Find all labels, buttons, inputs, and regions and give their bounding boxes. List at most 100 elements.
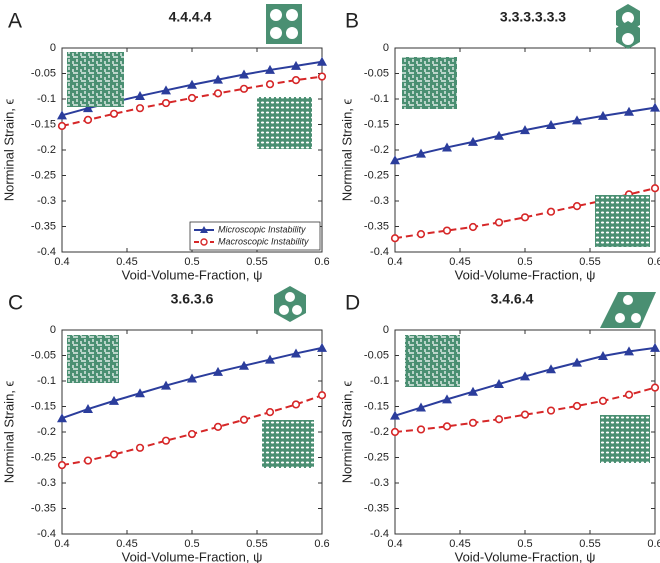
- y-tick-label: -0.4: [370, 528, 389, 540]
- panel-letter: A: [8, 10, 22, 33]
- panel-letter: D: [345, 292, 360, 315]
- chart-title: 3.4.6.4: [491, 291, 534, 307]
- x-tick-label: 0.6: [314, 256, 329, 268]
- x-tick-label: 0.45: [116, 538, 137, 550]
- figure: A 4.4.4.4 0 -0.05 -0.1 -0.15 -0.2 -0.25 -0.3 -0.3…: [0, 0, 660, 563]
- circle-marker: [574, 203, 581, 210]
- circle-marker: [600, 398, 607, 405]
- y-tick-label: 0: [50, 42, 56, 54]
- page: {"chart_data": [ {"type": "line", "panel…: [0, 0, 660, 563]
- y-tick-label: -0.15: [31, 400, 56, 412]
- circle-marker: [293, 77, 300, 84]
- y-tick-label: -0.35: [364, 220, 389, 232]
- circle-marker: [574, 403, 581, 410]
- circle-marker: [59, 462, 66, 469]
- y-tick-label: -0.05: [364, 67, 389, 79]
- y-tick-label: -0.4: [37, 246, 56, 258]
- circle-marker: [215, 90, 222, 97]
- circle-marker: [137, 445, 144, 452]
- y-tick-label: -0.3: [37, 195, 56, 207]
- circle-marker: [496, 219, 503, 226]
- y-tick-label: -0.15: [31, 118, 56, 130]
- y-axis-label: Norminal Strain, ϵ: [1, 98, 16, 201]
- circle-marker: [444, 227, 451, 234]
- circle-marker: [293, 401, 300, 408]
- y-tick-label: -0.35: [31, 502, 56, 514]
- x-tick-label: 0.55: [579, 256, 600, 268]
- y-tick-label: -0.2: [370, 426, 389, 438]
- x-axis-label: Void-Volume-Fraction, ψ: [455, 549, 596, 563]
- chart-title: 4.4.4.4: [169, 9, 212, 25]
- circle-marker: [111, 110, 118, 117]
- legend-label: Microscopic Instability: [218, 224, 306, 234]
- circle-marker: [652, 185, 659, 192]
- x-axis-label: Void-Volume-Fraction, ψ: [455, 267, 596, 282]
- y-tick-label: -0.1: [37, 93, 56, 105]
- circle-marker: [163, 100, 170, 107]
- x-tick-label: 0.4: [387, 256, 402, 268]
- x-tick-label: 0.5: [517, 256, 532, 268]
- circle-marker: [522, 214, 529, 221]
- circle-marker: [418, 426, 425, 433]
- circle-marker: [392, 429, 399, 436]
- circle-marker: [267, 409, 274, 416]
- circle-marker: [652, 384, 659, 391]
- x-tick-label: 0.5: [184, 256, 199, 268]
- y-tick-label: -0.05: [364, 349, 389, 361]
- y-tick-label: -0.2: [37, 144, 56, 156]
- circle-marker: [85, 457, 92, 464]
- x-tick-label: 0.5: [517, 538, 532, 550]
- y-tick-label: -0.35: [364, 502, 389, 514]
- circle-marker: [522, 411, 529, 418]
- circle-marker: [418, 231, 425, 238]
- circle-marker: [470, 420, 477, 427]
- y-tick-label: -0.1: [370, 375, 389, 387]
- panel-letter: C: [8, 292, 23, 315]
- y-tick-label: -0.25: [364, 451, 389, 463]
- circle-marker: [496, 416, 503, 423]
- y-tick-label: -0.1: [37, 375, 56, 387]
- y-tick-label: -0.3: [370, 195, 389, 207]
- circle-marker: [59, 123, 66, 130]
- circle-marker: [215, 424, 222, 431]
- circle-marker: [267, 81, 274, 88]
- circle-marker: [548, 407, 555, 414]
- circle-marker: [626, 391, 633, 398]
- x-tick-label: 0.45: [116, 256, 137, 268]
- circle-marker: [548, 208, 555, 215]
- circle-marker: [189, 95, 196, 102]
- circle-marker: [470, 224, 477, 231]
- x-tick-label: 0.6: [647, 256, 660, 268]
- legend-label: Macroscopic Instability: [218, 236, 309, 246]
- circle-marker: [163, 437, 170, 444]
- x-tick-label: 0.45: [449, 256, 470, 268]
- y-tick-label: 0: [383, 324, 389, 336]
- circle-marker: [319, 392, 326, 399]
- panel-letter: B: [345, 10, 359, 33]
- circle-marker: [111, 451, 118, 458]
- legend: Microscopic Instability Macroscopic Insta…: [190, 222, 320, 250]
- y-tick-label: -0.4: [370, 246, 389, 258]
- y-tick-label: -0.25: [31, 451, 56, 463]
- y-tick-label: -0.2: [37, 426, 56, 438]
- y-tick-label: -0.05: [31, 67, 56, 79]
- y-tick-label: -0.25: [364, 169, 389, 181]
- y-tick-label: -0.25: [31, 169, 56, 181]
- circle-marker: [241, 416, 248, 423]
- x-tick-label: 0.55: [579, 538, 600, 550]
- y-tick-label: -0.3: [37, 477, 56, 489]
- y-tick-label: 0: [50, 324, 56, 336]
- y-tick-label: -0.2: [370, 144, 389, 156]
- circle-marker: [392, 235, 399, 242]
- chart-title: 3.3.3.3.3.3: [500, 9, 566, 25]
- y-tick-label: -0.15: [364, 118, 389, 130]
- x-axis-label: Void-Volume-Fraction, ψ: [122, 549, 263, 563]
- x-tick-label: 0.45: [449, 538, 470, 550]
- legend-marker: [201, 239, 207, 245]
- x-axis-label: Void-Volume-Fraction, ψ: [122, 267, 263, 282]
- y-tick-label: -0.05: [31, 349, 56, 361]
- y-axis-label: Norminal Strain, ϵ: [339, 380, 354, 483]
- x-tick-label: 0.6: [314, 538, 329, 550]
- y-tick-label: -0.1: [370, 93, 389, 105]
- x-tick-label: 0.4: [387, 538, 402, 550]
